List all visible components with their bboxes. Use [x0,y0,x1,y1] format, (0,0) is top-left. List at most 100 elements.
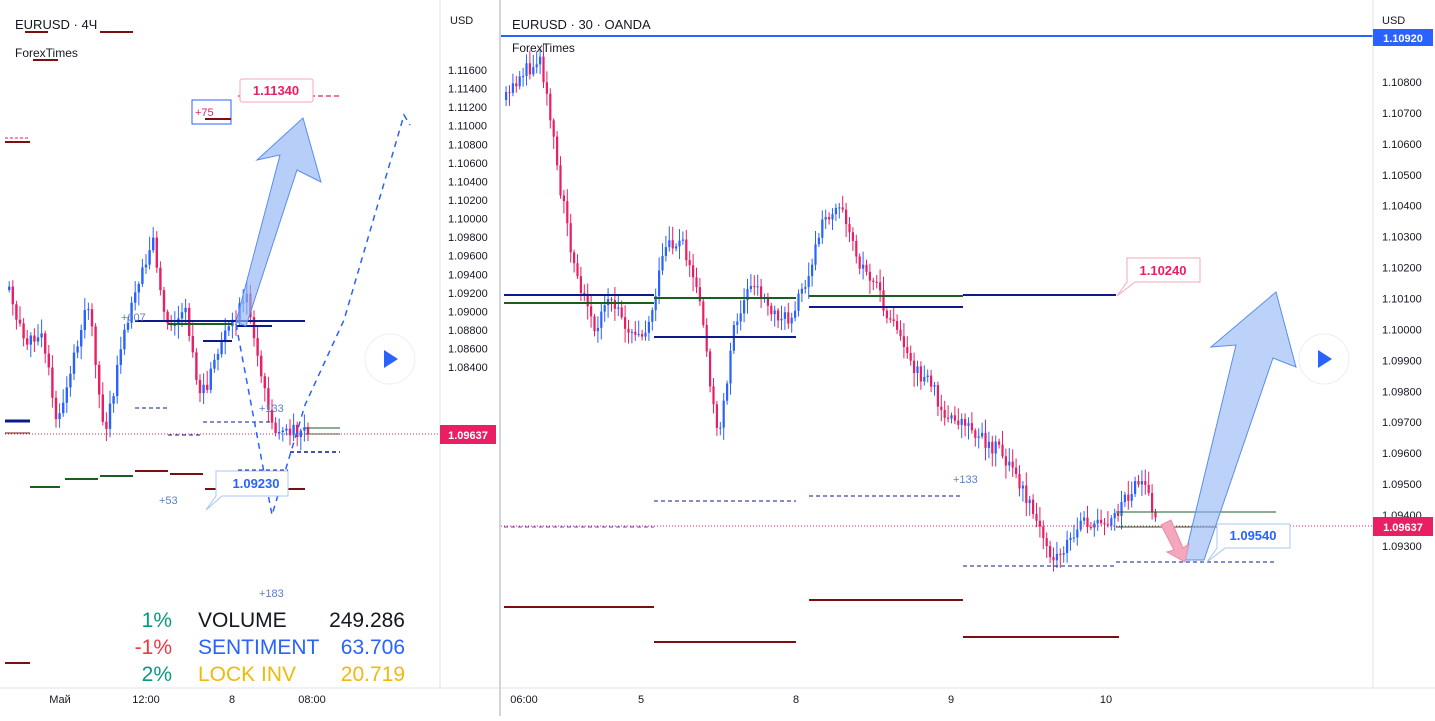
candle [991,441,994,454]
left-chart-svg: 1.11340 +75 1.09230 +607 +53 +133 +183 E… [0,0,499,706]
left-chart-panel[interactable]: 1.11340 +75 1.09230 +607 +53 +133 +183 E… [0,0,499,716]
right-down-arrow-icon [1160,519,1190,563]
candle [1004,456,1007,466]
panel-divider[interactable] [499,0,501,716]
candle [206,384,209,390]
svg-text:USD: USD [450,15,473,27]
candle [511,83,514,93]
price-tick: 1.11000 [448,121,487,133]
candle [658,270,661,297]
price-tick: 1.10000 [1382,324,1422,336]
candle [15,304,18,320]
candle [705,324,708,352]
candle [675,246,678,249]
candle [263,376,266,389]
candle [960,418,963,425]
candle [191,335,194,353]
price-tick: 1.09400 [448,269,488,281]
candle [98,364,101,395]
candle [719,427,722,429]
candle [270,409,274,423]
candle [807,276,810,288]
right-play-button[interactable] [1298,333,1350,385]
left-plus75-label: +75 [191,99,232,125]
candle [108,403,112,429]
candle [1093,523,1096,528]
candle [702,301,705,325]
candle [535,64,538,68]
candle [559,165,562,196]
candle [58,413,61,420]
price-tick: 1.11600 [448,65,487,77]
price-tick: 1.08600 [448,344,488,356]
right-price-axis: USD 1.10920 1.10800 1.10700 1.10600 1.10500… [1372,0,1433,688]
candle [940,406,943,411]
price-tick: 1.10200 [448,195,488,207]
stat-pct: 2% [142,663,172,686]
price-tick: 1.11200 [448,102,487,114]
candle [278,432,281,434]
candle [26,338,29,345]
candle [579,276,582,293]
candle [562,195,565,202]
price-tick: 1.09800 [448,232,488,244]
candle [288,428,292,436]
candle [848,224,851,233]
time-tick: 9 [948,694,954,706]
price-tick: 1.10200 [1382,263,1422,275]
candle [641,334,644,337]
candle [155,237,158,268]
candle [899,329,902,337]
right-chart-title: EURUSD · 30 · OANDA [512,17,651,32]
left-target-down-label: 1.09230 [205,470,289,511]
candle [44,333,47,354]
candle [1069,537,1072,540]
candle [1049,546,1052,558]
left-plus607: +607 [121,312,146,324]
candle [101,394,104,422]
candle [957,420,960,425]
candle [292,424,295,436]
candle [303,427,306,431]
time-tick: 12:00 [132,694,160,706]
candle [522,76,525,78]
candle [600,311,603,328]
candle [722,400,725,428]
svg-text:1.09540: 1.09540 [1230,528,1277,543]
price-tick: 1.10800 [1382,77,1422,89]
candle [858,256,861,269]
candle [545,82,548,94]
candle [47,353,50,368]
candle [1032,499,1035,514]
price-tick: 1.10700 [1382,108,1422,120]
candle [260,355,263,377]
candle [72,352,76,374]
candle [909,353,912,361]
left-chart-title: EURUSD · 4Ч [15,17,97,32]
price-tick: 1.08800 [448,325,488,337]
candle [1103,523,1106,525]
candle [872,280,875,282]
candle [1072,537,1075,539]
left-play-button[interactable] [364,333,416,385]
candle [916,366,919,373]
candle [80,330,83,347]
candle [1130,494,1133,501]
candle [1062,553,1065,555]
candle [896,321,899,330]
candle [647,321,650,333]
right-resistance-label: 1.10240 [1116,257,1201,297]
candle [698,287,701,302]
candle [913,360,916,373]
stat-value: 20.719 [341,663,405,686]
candle [1021,485,1024,489]
svg-text:1.09637: 1.09637 [448,430,488,442]
svg-text:USD: USD [1382,15,1405,27]
candle [515,83,518,87]
candle [998,441,1001,445]
stat-name: VOLUME [198,609,287,632]
right-chart-panel[interactable]: 1.10240 1.09540 +133 EURUSD · 30 · OANDA… [501,0,1435,716]
candle [162,290,166,312]
candle [198,379,202,394]
candle [573,252,576,264]
